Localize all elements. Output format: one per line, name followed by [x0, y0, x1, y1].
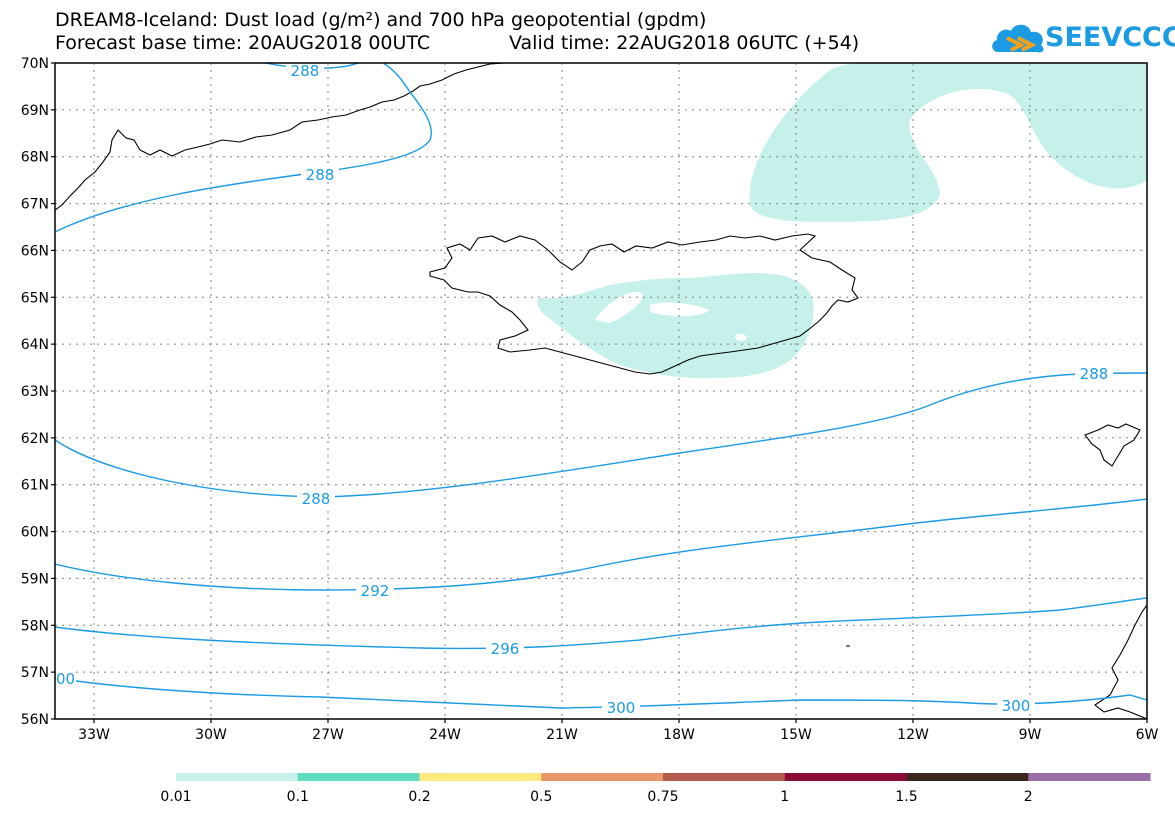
contour-label: 300 [607, 699, 636, 717]
lat-label: 60N [21, 525, 49, 541]
chart-title-base-time: Forecast base time: 20AUG2018 00UTC [55, 32, 431, 54]
colorbar-segment [297, 773, 420, 781]
lat-label: 65N [21, 290, 49, 306]
contour-300 [55, 677, 1147, 709]
chart-title-valid-time: Valid time: 22AUG2018 06UTC (+54) [509, 32, 860, 54]
geopotential-contours [55, 63, 1147, 709]
greenland-coast [55, 63, 506, 211]
lat-label: 59N [21, 571, 49, 587]
contour-label: 292 [361, 582, 390, 600]
lat-label: 57N [21, 665, 49, 681]
cloud-logo-icon [992, 24, 1044, 53]
colorbar-label: 0.5 [530, 789, 552, 805]
colorbar-label: 2 [1024, 789, 1033, 805]
axis-ticks [51, 62, 1148, 723]
scotland-coast [1094, 604, 1147, 719]
contour-label: 296 [491, 640, 520, 658]
faroe-islands-coast [1084, 423, 1141, 467]
lon-label: 6W [1136, 727, 1159, 743]
colorbar-label: 0.1 [287, 789, 309, 805]
dust-fill-iceland [537, 273, 814, 379]
lon-label: 21W [546, 727, 578, 743]
colorbar-segment [906, 773, 1029, 781]
lat-label: 63N [21, 384, 49, 400]
chart-title-line1: DREAM8-Iceland: Dust load (g/m²) and 700… [55, 9, 707, 31]
latitude-labels: 70N 69N 68N 67N 66N 65N 64N 63N 62N 61N 60N 59N 58N 5… [21, 56, 49, 728]
logo-text: SEEVCCC [1045, 22, 1175, 53]
colorbar-label: 1.5 [895, 789, 917, 805]
colorbar-segment [419, 773, 542, 781]
colorbar-segment [176, 773, 299, 781]
lat-label: 68N [21, 150, 49, 166]
lat-label: 66N [21, 243, 49, 259]
lon-label: 9W [1019, 727, 1042, 743]
coastlines [55, 63, 1147, 719]
lat-label: 70N [21, 56, 49, 72]
lon-label: 24W [429, 727, 461, 743]
lon-label: 18W [663, 727, 695, 743]
contour-292 [55, 498, 1147, 591]
graticule [55, 63, 1147, 719]
colorbar-label: 0.75 [647, 789, 678, 805]
contour-label: 288 [302, 490, 331, 508]
colorbar-segment [784, 773, 907, 781]
colorbar-segment [541, 773, 664, 781]
colorbar [176, 773, 1151, 781]
colorbar-label: 1 [780, 789, 789, 805]
colorbar-segment [1028, 773, 1151, 781]
contour-296 [55, 597, 1147, 650]
dust-fill-northeast [749, 63, 1147, 222]
contour-labels: 288 288 288 288 292 296 300 300 00 [56, 62, 1113, 717]
lat-label: 69N [21, 103, 49, 119]
lon-label: 33W [78, 727, 110, 743]
lon-label: 30W [195, 727, 227, 743]
colorbar-segment [663, 773, 786, 781]
lon-label: 15W [780, 727, 812, 743]
contour-288-greenland [55, 63, 432, 233]
contour-label: 288 [291, 62, 320, 80]
contour-label: 00 [56, 670, 75, 688]
colorbar-labels: 0.01 0.1 0.2 0.5 0.75 1 1.5 2 [160, 789, 1032, 805]
lon-label: 12W [897, 727, 929, 743]
seevccc-logo: SEEVCCC [990, 18, 1175, 58]
lat-label: 67N [21, 197, 49, 213]
lat-label: 58N [21, 618, 49, 634]
lat-label: 62N [21, 431, 49, 447]
longitude-labels: 33W 30W 27W 24W 21W 18W 15W 12W 9W 6W [78, 727, 1158, 743]
lon-label: 27W [312, 727, 344, 743]
colorbar-label: 0.2 [408, 789, 430, 805]
contour-label: 288 [1080, 365, 1109, 383]
lat-label: 56N [21, 712, 49, 728]
contour-label: 288 [306, 166, 335, 184]
lat-label: 64N [21, 337, 49, 353]
dust-load-fill [537, 63, 1147, 379]
lat-label: 61N [21, 478, 49, 494]
contour-label: 300 [1002, 697, 1031, 715]
colorbar-label: 0.01 [160, 789, 191, 805]
iceland-coast [429, 233, 859, 375]
contour-288-mid [55, 372, 1147, 498]
